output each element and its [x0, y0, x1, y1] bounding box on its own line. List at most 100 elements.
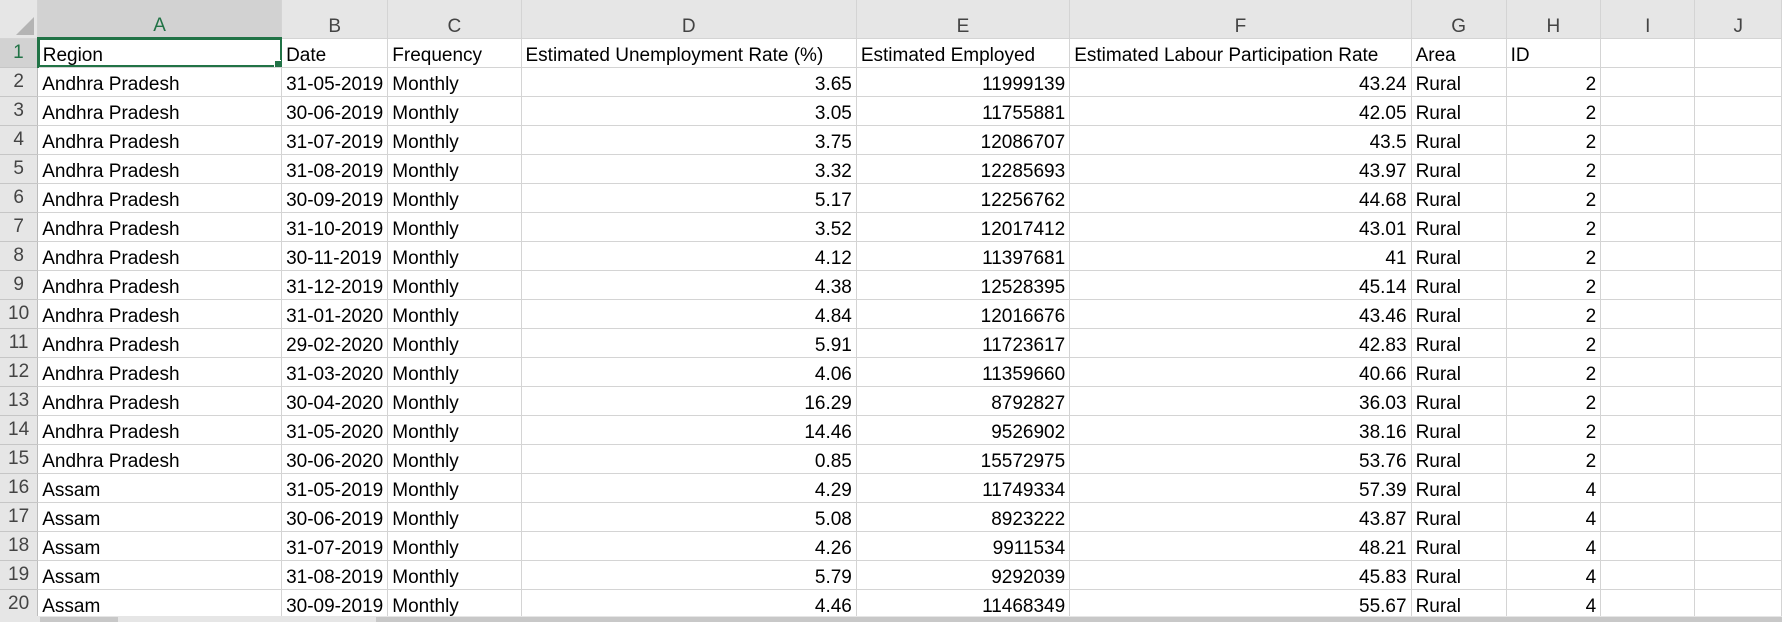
cell-g13[interactable]: Rural [1411, 386, 1507, 416]
row-header-9[interactable]: 9 [0, 270, 39, 300]
cell-g2[interactable]: Rural [1411, 67, 1507, 97]
cell-f3[interactable]: 42.05 [1069, 96, 1412, 126]
cell-d4[interactable]: 3.75 [521, 125, 857, 155]
row-header-16[interactable]: 16 [0, 473, 39, 503]
cell-b2[interactable]: 31-05-2019 [281, 67, 389, 97]
row-header-15[interactable]: 15 [0, 444, 39, 474]
cell-j1[interactable] [1694, 38, 1782, 68]
cell-d14[interactable]: 14.46 [521, 415, 857, 445]
cell-f9[interactable]: 45.14 [1069, 270, 1412, 300]
row-header-20[interactable]: 20 [0, 589, 39, 619]
cell-e5[interactable]: 12285693 [856, 154, 1071, 184]
cell-c2[interactable]: Monthly [387, 67, 522, 97]
column-header-e[interactable]: E [856, 0, 1071, 39]
cell-h12[interactable]: 2 [1506, 357, 1602, 387]
cell-i11[interactable] [1600, 328, 1696, 358]
cell-i10[interactable] [1600, 299, 1696, 329]
cell-i20[interactable] [1600, 589, 1696, 619]
cell-d6[interactable]: 5.17 [521, 183, 857, 213]
cell-h13[interactable]: 2 [1506, 386, 1602, 416]
cell-i18[interactable] [1600, 531, 1696, 561]
cell-b19[interactable]: 31-08-2019 [281, 560, 389, 590]
row-header-11[interactable]: 11 [0, 328, 39, 358]
cell-g10[interactable]: Rural [1411, 299, 1507, 329]
cell-h2[interactable]: 2 [1506, 67, 1602, 97]
cell-i3[interactable] [1600, 96, 1696, 126]
cell-b10[interactable]: 31-01-2020 [281, 299, 389, 329]
cell-j20[interactable] [1694, 589, 1782, 619]
cell-g6[interactable]: Rural [1411, 183, 1507, 213]
cell-c11[interactable]: Monthly [387, 328, 522, 358]
cell-f7[interactable]: 43.01 [1069, 212, 1412, 242]
cell-d17[interactable]: 5.08 [521, 502, 857, 532]
cell-d9[interactable]: 4.38 [521, 270, 857, 300]
cell-a11[interactable]: Andhra Pradesh [37, 328, 283, 358]
cell-j19[interactable] [1694, 560, 1782, 590]
cell-a10[interactable]: Andhra Pradesh [37, 299, 283, 329]
cell-b7[interactable]: 31-10-2019 [281, 212, 389, 242]
cell-a6[interactable]: Andhra Pradesh [37, 183, 283, 213]
cell-a12[interactable]: Andhra Pradesh [37, 357, 283, 387]
cell-i15[interactable] [1600, 444, 1696, 474]
cell-b20[interactable]: 30-09-2019 [281, 589, 389, 619]
column-header-h[interactable]: H [1506, 0, 1602, 39]
cell-b14[interactable]: 31-05-2020 [281, 415, 389, 445]
cell-a7[interactable]: Andhra Pradesh [37, 212, 283, 242]
cell-j5[interactable] [1694, 154, 1782, 184]
cell-d13[interactable]: 16.29 [521, 386, 857, 416]
column-header-i[interactable]: I [1600, 0, 1696, 39]
cell-h20[interactable]: 4 [1506, 589, 1602, 619]
row-header-19[interactable]: 19 [0, 560, 39, 590]
cell-i5[interactable] [1600, 154, 1696, 184]
cell-a9[interactable]: Andhra Pradesh [37, 270, 283, 300]
cell-c16[interactable]: Monthly [387, 473, 522, 503]
cell-a16[interactable]: Assam [37, 473, 283, 503]
cell-a2[interactable]: Andhra Pradesh [37, 67, 283, 97]
cell-h7[interactable]: 2 [1506, 212, 1602, 242]
cell-e13[interactable]: 8792827 [856, 386, 1071, 416]
cell-h3[interactable]: 2 [1506, 96, 1602, 126]
cell-e9[interactable]: 12528395 [856, 270, 1071, 300]
cell-j13[interactable] [1694, 386, 1782, 416]
cell-g16[interactable]: Rural [1411, 473, 1507, 503]
cell-a18[interactable]: Assam [37, 531, 283, 561]
row-header-10[interactable]: 10 [0, 299, 39, 329]
cell-c4[interactable]: Monthly [387, 125, 522, 155]
cell-i1[interactable] [1600, 38, 1696, 68]
cell-g12[interactable]: Rural [1411, 357, 1507, 387]
cell-g1[interactable]: Area [1411, 38, 1507, 68]
cell-b16[interactable]: 31-05-2019 [281, 473, 389, 503]
cell-c17[interactable]: Monthly [387, 502, 522, 532]
cell-i16[interactable] [1600, 473, 1696, 503]
cell-b3[interactable]: 30-06-2019 [281, 96, 389, 126]
column-header-c[interactable]: C [387, 0, 522, 39]
cell-d7[interactable]: 3.52 [521, 212, 857, 242]
cell-f14[interactable]: 38.16 [1069, 415, 1412, 445]
cell-c13[interactable]: Monthly [387, 386, 522, 416]
cell-j16[interactable] [1694, 473, 1782, 503]
cell-h1[interactable]: ID [1506, 38, 1602, 68]
row-header-18[interactable]: 18 [0, 531, 39, 561]
cell-b6[interactable]: 30-09-2019 [281, 183, 389, 213]
cell-d18[interactable]: 4.26 [521, 531, 857, 561]
row-header-7[interactable]: 7 [0, 212, 39, 242]
cell-h6[interactable]: 2 [1506, 183, 1602, 213]
row-header-14[interactable]: 14 [0, 415, 39, 445]
cell-a3[interactable]: Andhra Pradesh [37, 96, 283, 126]
cell-e3[interactable]: 11755881 [856, 96, 1071, 126]
cell-f20[interactable]: 55.67 [1069, 589, 1412, 619]
cell-j8[interactable] [1694, 241, 1782, 271]
cell-i17[interactable] [1600, 502, 1696, 532]
cell-d8[interactable]: 4.12 [521, 241, 857, 271]
cell-j17[interactable] [1694, 502, 1782, 532]
cell-b5[interactable]: 31-08-2019 [281, 154, 389, 184]
cell-g15[interactable]: Rural [1411, 444, 1507, 474]
cell-f10[interactable]: 43.46 [1069, 299, 1412, 329]
cell-d20[interactable]: 4.46 [521, 589, 857, 619]
cell-f1[interactable]: Estimated Labour Participation Rate [1069, 38, 1412, 68]
cell-g20[interactable]: Rural [1411, 589, 1507, 619]
row-header-4[interactable]: 4 [0, 125, 39, 155]
row-header-12[interactable]: 12 [0, 357, 39, 387]
cell-h19[interactable]: 4 [1506, 560, 1602, 590]
cell-j11[interactable] [1694, 328, 1782, 358]
